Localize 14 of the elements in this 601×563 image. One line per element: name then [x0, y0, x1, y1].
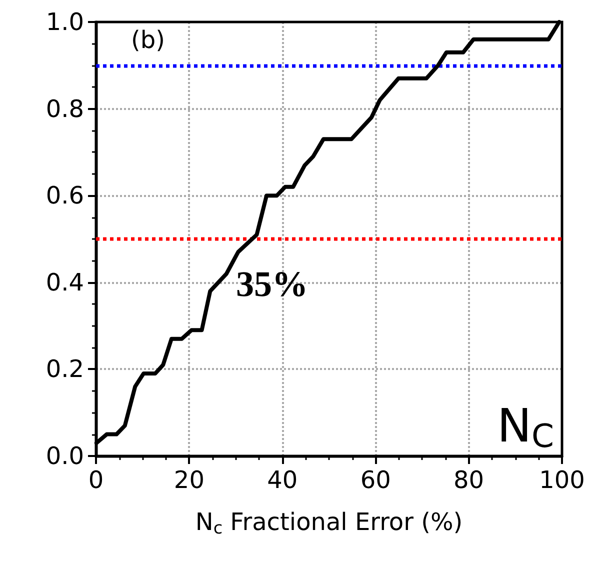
y-tick-label: 1.0 [46, 8, 84, 36]
y-tick-label: 0.2 [46, 355, 84, 384]
y-tick-label: 0.6 [46, 182, 84, 210]
x-tick-label: 0 [88, 466, 104, 494]
annotation: (b) [131, 26, 165, 54]
x-tick-label: 100 [539, 466, 585, 494]
y-tick-label: 0.4 [46, 268, 84, 296]
x-tick-label: 20 [174, 466, 204, 494]
annotation: 35% [236, 264, 308, 304]
x-tick-label: 80 [454, 466, 484, 494]
y-tick-label: 0.8 [46, 94, 84, 123]
x-tick-label: 60 [360, 466, 391, 494]
x-tick-label: 40 [267, 466, 298, 494]
y-tick-label: 0.0 [46, 442, 84, 470]
